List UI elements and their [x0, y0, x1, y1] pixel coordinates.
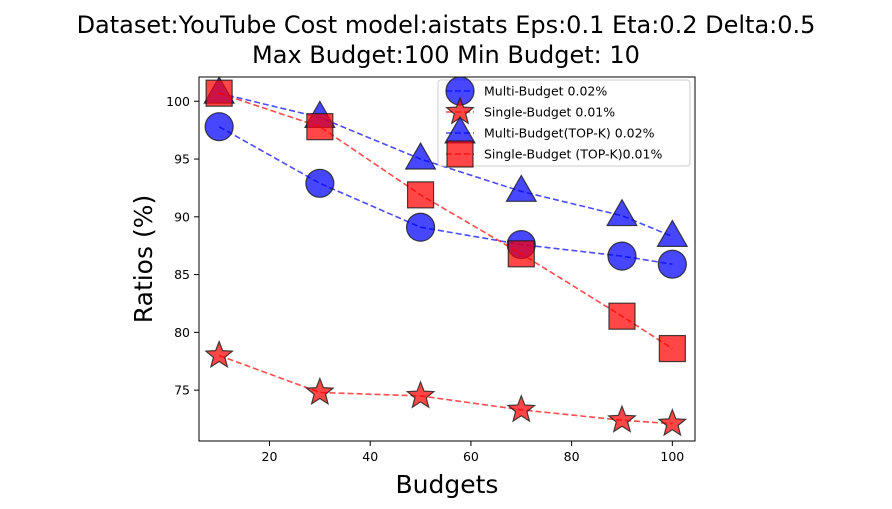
y-tick-label: 100: [166, 94, 190, 109]
data-point-circle: [204, 112, 234, 142]
data-point-square: [658, 334, 686, 363]
data-point-star: [506, 394, 537, 423]
x-axis-label: Budgets: [396, 470, 499, 499]
legend-label: Multi-Budget 0.02%: [484, 84, 607, 99]
series-circle: [204, 112, 687, 279]
data-point-circle: [405, 212, 436, 242]
series-star: [204, 339, 688, 437]
x-tick-label: 80: [564, 449, 580, 464]
legend-label: Multi-Budget(TOP-K) 0.02%: [484, 126, 655, 141]
data-point-square: [608, 302, 636, 330]
x-tick-label: 40: [362, 449, 378, 464]
legend: Multi-Budget 0.02% Single-Budget 0.01% Mul…: [437, 76, 691, 168]
chart-title-line-2: Max Budget:100 Min Budget: 10: [252, 41, 640, 69]
y-tick-label: 90: [174, 209, 190, 224]
data-point-triangle: [505, 174, 538, 202]
series-layer: [203, 75, 689, 437]
y-tick-label: 95: [174, 152, 190, 167]
data-point-square: [406, 181, 435, 209]
x-tick-label: 60: [463, 449, 479, 464]
legend-entry: Multi-Budget 0.02%: [445, 76, 607, 106]
y-axis-label: Ratios (%): [129, 195, 158, 323]
data-point-star: [204, 339, 235, 369]
data-point-triangle: [606, 198, 638, 227]
legend-entry: Multi-Budget(TOP-K) 0.02%: [444, 115, 655, 144]
y-tick-label: 85: [174, 267, 190, 282]
x-tick-label: 20: [262, 449, 278, 464]
data-point-circle: [607, 241, 637, 271]
legend-label: Single-Budget 0.01%: [484, 105, 615, 120]
data-point-star: [304, 376, 335, 406]
data-point-square: [507, 240, 535, 268]
y-tick-label: 80: [174, 325, 190, 340]
series-square: [205, 79, 686, 363]
axis-ticks: 20 40 60 80 100 75 80 85 90 95 100: [166, 94, 684, 464]
data-point-star: [657, 408, 688, 437]
series-line: [218, 354, 673, 425]
chart-title-line-1: Dataset:YouTube Cost model:aistats Eps:0…: [77, 11, 816, 39]
data-point-triangle: [656, 219, 689, 247]
legend-frame: [437, 79, 691, 167]
data-point-square: [306, 113, 334, 141]
legend-label: Single-Budget (TOP-K)0.01%: [484, 147, 662, 162]
y-tick-label: 75: [174, 383, 190, 398]
data-point-triangle: [404, 141, 437, 170]
legend-marker-square: [446, 140, 474, 168]
data-point-circle: [305, 168, 335, 198]
data-point-star: [607, 404, 637, 433]
data-point-circle: [657, 249, 687, 279]
series-line: [218, 92, 673, 238]
data-point-star: [405, 380, 436, 409]
legend-entry: Single-Budget (TOP-K)0.01%: [446, 140, 662, 168]
legend-entry: Single-Budget 0.01%: [445, 96, 615, 125]
x-tick-label: 100: [660, 449, 684, 464]
data-point-square: [205, 79, 233, 107]
